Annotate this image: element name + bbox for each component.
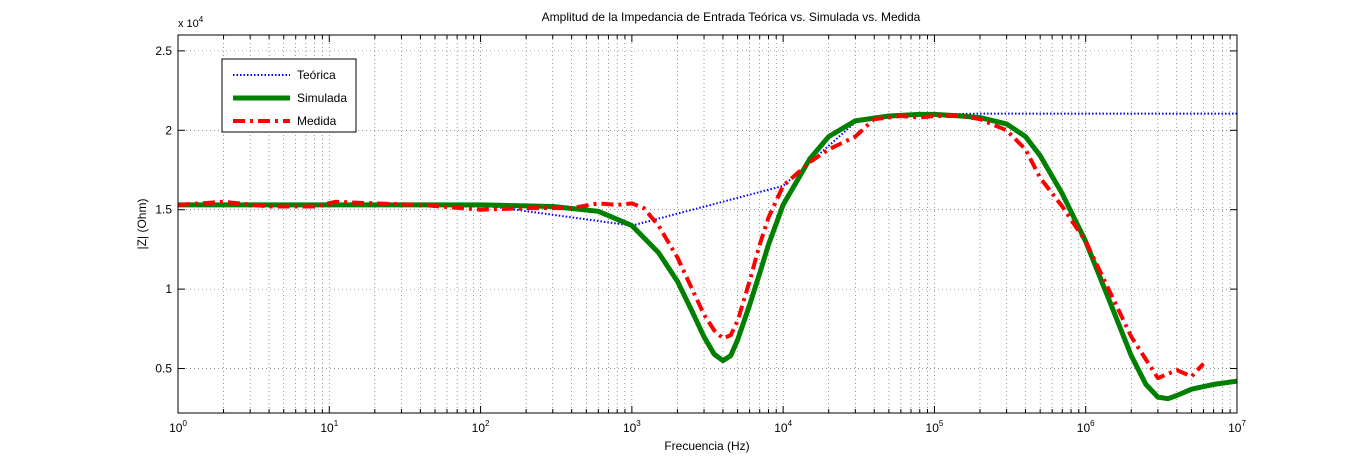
legend-label-simulada: Simulada bbox=[297, 91, 347, 105]
legend-label-medida: Medida bbox=[297, 114, 337, 128]
y-axis-multiplier: x 104 bbox=[178, 15, 204, 30]
y-tick-label: 1.5 bbox=[155, 203, 172, 217]
y-tick-label: 0.5 bbox=[155, 362, 172, 376]
x-tick-label: 102 bbox=[472, 419, 490, 435]
x-tick-label: 104 bbox=[774, 419, 792, 435]
y-tick-label: 1 bbox=[165, 282, 172, 296]
legend-label-teorica: Teórica bbox=[297, 68, 336, 82]
y-tick-label: 2 bbox=[165, 123, 172, 137]
x-tick-label: 107 bbox=[1228, 419, 1246, 435]
x-axis-label: Frecuencia (Hz) bbox=[664, 439, 749, 453]
plot-border bbox=[177, 34, 1238, 414]
series-line-medida bbox=[177, 114, 1205, 381]
x-tick-label: 105 bbox=[926, 419, 944, 435]
y-axis-label: |Z| (Ohm) bbox=[135, 199, 149, 250]
series-line-simulada bbox=[178, 111, 1238, 402]
legend: Teórica Simulada Medida bbox=[221, 58, 357, 133]
y-axis-multiplier-exponent: 4 bbox=[199, 15, 204, 24]
x-tick-label: 103 bbox=[623, 419, 641, 435]
axis-ticks: 100 101 102 103 104 105 106 107 0.5 1 1.5 2 2.5 bbox=[155, 35, 1246, 435]
x-tick-label: 106 bbox=[1077, 419, 1095, 435]
x-tick-label: 100 bbox=[169, 419, 187, 435]
y-tick-label: 2.5 bbox=[155, 44, 172, 58]
chart-title: Amplitud de la Impedancia de Entrada Teó… bbox=[542, 10, 921, 24]
x-tick-label: 101 bbox=[320, 419, 338, 435]
series-lines bbox=[177, 111, 1238, 402]
